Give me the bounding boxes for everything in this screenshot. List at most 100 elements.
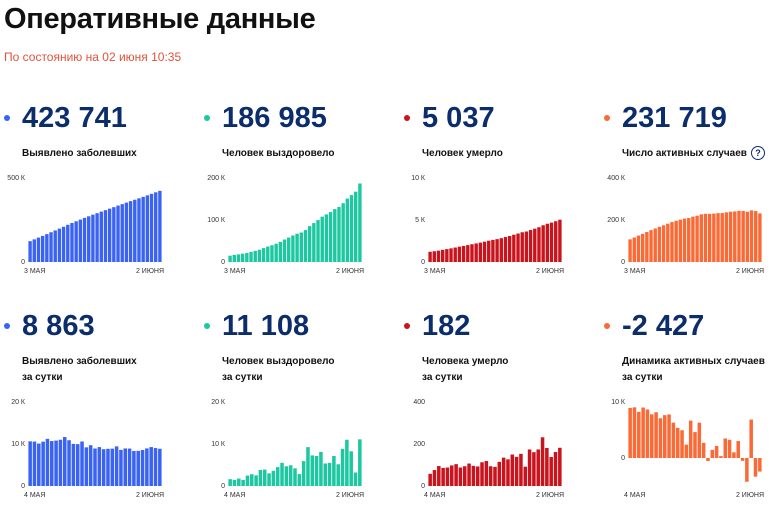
chart-bar [558,447,562,486]
y-tick-label: 0 [621,455,625,462]
chart-bar [324,214,329,262]
chart-bar [112,207,116,262]
chart-bar [645,409,650,458]
chart-bar [707,213,712,262]
chart-bar [288,465,293,486]
y-tick-label: 0 [221,259,225,266]
chart-bar [728,211,733,262]
chart-bar [137,198,141,262]
stat-label-text: за сутки [22,372,63,383]
chart-bar [353,472,358,486]
chart-bar [282,239,287,262]
chart-bar [650,414,654,458]
chart-recovered-daily: 20 К 10 К 0 4 МАЯ 2 ИЮНЯ [211,399,364,499]
stat-value: 231 719 [622,102,727,134]
chart-bar [323,463,328,486]
x-tick-label: 2 ИЮНЯ [336,492,364,499]
chart-bar [328,212,333,262]
y-tick-label: 400 [413,399,425,406]
chart-bar [693,432,697,458]
stat-card-active-total: 231 719 Число активных случаев? 400 К 200 К… [600,100,782,320]
y-tick-label: 10 К [11,441,26,448]
color-dot-icon [604,115,610,121]
stat-label-line: за сутки [622,370,765,386]
chart-bar [41,441,45,486]
x-tick-label: 2 ИЮНЯ [736,268,764,275]
chart-bar [636,235,641,262]
chart-bar [45,234,49,262]
chart-bar [349,195,354,262]
chart-bar [724,212,729,262]
y-tick-label: 10 К [211,441,226,448]
chart-bar [74,221,78,262]
chart-bar [154,192,158,262]
chart-bar [732,452,736,458]
chart-bar [688,420,693,458]
chart-bar [503,237,508,262]
stat-label-text: за сутки [222,372,263,383]
chart-bar [745,458,749,482]
chart-bar [516,233,520,262]
color-dot-icon [404,323,410,329]
chart-bar [141,196,145,262]
chart-bar [703,213,708,262]
chart-bar [240,253,245,262]
chart-bar [228,255,232,262]
chart-bar [549,222,554,262]
chart-bar [695,215,699,262]
stat-label-line: Человека умерло [422,354,508,370]
chart-bar [654,412,658,458]
stat-card-recovered-total: 186 985 Человек выздоровело 200 К 100 К 0 3 М… [200,100,390,320]
chart-bar [140,450,145,486]
chart-bar [37,443,41,486]
chart-bar [657,226,662,262]
stat-label-text: Человек выздоровело [222,148,335,159]
stat-label-text: Выявлено заболевших [22,148,137,159]
chart-bar [32,239,36,262]
chart-bar [719,456,723,458]
stat-label-text: за сутки [422,372,463,383]
chart-bar [628,239,632,262]
chart-bar [449,248,453,262]
chart-bar [250,474,254,486]
stat-label: Человек умерло [422,146,503,162]
chart-bar [36,237,41,262]
chart-bar [667,414,671,458]
chart-bar [236,254,241,262]
chart-bar [710,449,715,458]
chart-bar [545,223,550,262]
chart-bar [701,442,706,458]
stat-card-cases-total: 423 741 Выявлено заболевших 500 К 0 3 МАЯ 2 И… [0,100,190,320]
chart-bar [471,465,476,486]
chart-bar [691,216,695,262]
chart-bar [474,243,478,262]
chart-bar [245,475,250,486]
chart-bar [262,469,267,486]
chart-deaths-total: 10 К 5 К 0 3 МАЯ 2 ИЮНЯ [411,175,564,275]
chart-bar [675,427,680,458]
chart-bar [536,449,540,486]
chart-bar [727,439,732,458]
chart-bar [291,235,295,262]
color-dot-icon [604,323,610,329]
chart-bar [253,250,257,262]
y-tick-label: 20 К [211,399,226,406]
chart-bar [758,213,762,262]
chart-bar [662,415,667,458]
chart-bar [271,470,276,486]
chart-bar [482,241,487,262]
x-tick-label: 2 ИЮНЯ [136,268,164,275]
chart-bar [249,252,253,262]
x-tick-label: 2 ИЮНЯ [736,492,764,499]
stat-value: 8 863 [22,310,95,342]
chart-bar [306,447,310,486]
chart-bar [537,227,541,262]
chart-bar [99,211,103,262]
help-icon[interactable]: ? [750,146,765,161]
chart-bar [450,465,454,486]
chart-bar [737,210,741,262]
chart-bar [458,467,463,486]
chart-bar [512,234,516,262]
chart-bar [671,422,676,458]
chart-bar [674,220,678,262]
